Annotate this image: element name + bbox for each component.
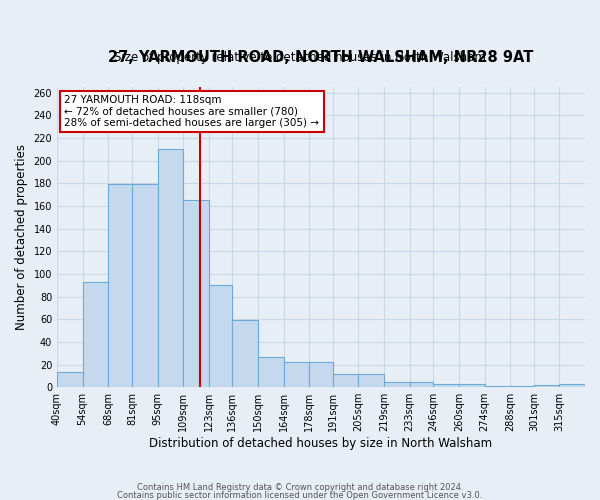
Text: Contains public sector information licensed under the Open Government Licence v3: Contains public sector information licen…: [118, 490, 482, 500]
Bar: [132, 184, 158, 387]
Title: 27, YARMOUTH ROAD, NORTH WALSHAM, NR28 9AT: 27, YARMOUTH ROAD, NORTH WALSHAM, NR28 9…: [109, 50, 534, 65]
Bar: [485, 386, 510, 387]
Bar: [183, 200, 209, 387]
Text: Contains HM Land Registry data © Crown copyright and database right 2024.: Contains HM Land Registry data © Crown c…: [137, 483, 463, 492]
Text: Size of property relative to detached houses in North Walsham: Size of property relative to detached ho…: [114, 52, 486, 64]
Bar: [258, 356, 284, 387]
Bar: [459, 384, 485, 387]
Bar: [209, 286, 232, 387]
Bar: [333, 374, 358, 387]
Bar: [57, 372, 83, 387]
Bar: [534, 385, 559, 387]
Bar: [559, 384, 585, 387]
Bar: [108, 184, 132, 387]
Bar: [83, 282, 108, 387]
Bar: [410, 382, 433, 387]
Bar: [358, 374, 384, 387]
Bar: [384, 382, 410, 387]
Bar: [510, 386, 534, 387]
Bar: [309, 362, 333, 387]
Text: 27 YARMOUTH ROAD: 118sqm
← 72% of detached houses are smaller (780)
28% of semi-: 27 YARMOUTH ROAD: 118sqm ← 72% of detach…: [64, 95, 319, 128]
Bar: [433, 384, 459, 387]
X-axis label: Distribution of detached houses by size in North Walsham: Distribution of detached houses by size …: [149, 437, 493, 450]
Bar: [158, 150, 183, 387]
Bar: [284, 362, 309, 387]
Bar: [232, 320, 258, 387]
Y-axis label: Number of detached properties: Number of detached properties: [15, 144, 28, 330]
